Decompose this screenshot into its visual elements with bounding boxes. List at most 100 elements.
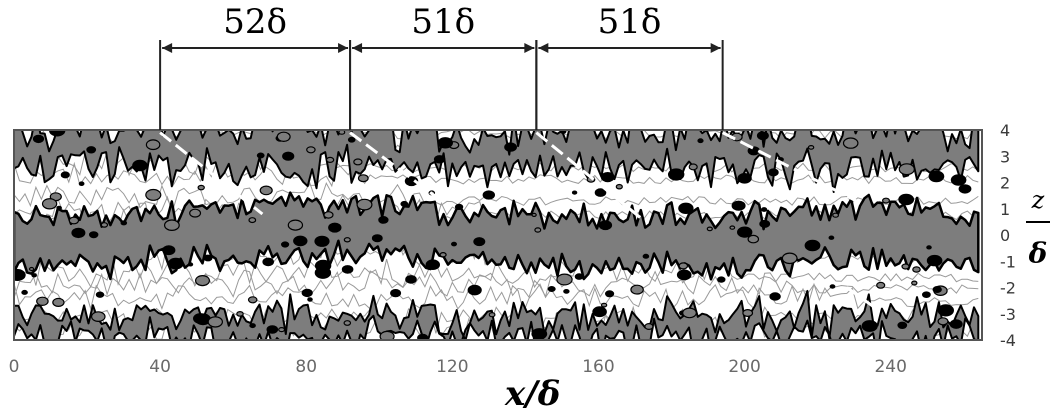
contour-blob [437,137,453,149]
x-tick-label: 120 [436,357,468,377]
negative-streak-bottom [14,289,980,340]
contour-blob [958,184,972,194]
contour-blob [52,297,65,307]
contour-blob [433,155,446,164]
contour-blob [534,227,542,233]
contour-blob [829,284,836,289]
contour-blob [341,265,354,274]
contour-blob [897,321,908,329]
contour-blob [729,225,736,230]
contour-blob [187,262,194,267]
z-tick-label: 2 [1000,174,1010,193]
contour-blob [769,292,781,301]
contour-blob [807,144,815,150]
z-label-numerator: z [1031,186,1045,214]
contour-blob [132,159,148,172]
contour-blob [256,152,265,159]
contour-blob [95,291,105,298]
contour-blob [88,231,99,239]
z-tick-label: -3 [1000,305,1016,324]
contour-blob [356,198,373,211]
contour-blob [630,284,644,295]
contour-blob [293,235,308,247]
contour-blob [100,222,109,228]
x-tick-label: 40 [149,357,171,377]
contour-blob [41,198,58,210]
contour-blob [197,184,205,191]
contour-blob [937,317,949,326]
contour-blob [898,193,915,206]
contour-blob [592,306,607,318]
contour-blob [60,171,70,179]
contour-blob [504,142,518,152]
x-tick-label: 160 [582,357,614,377]
contour-blob [668,168,685,181]
contour-blob [571,190,578,195]
z-tick-label: -1 [1000,252,1016,271]
contour-blob [417,333,429,340]
contour-layer [14,130,980,340]
contour-blob [881,197,890,204]
contour-blob [162,245,176,256]
span-arrowhead-right [338,43,349,53]
contour-blob [404,176,419,187]
contour-blob [574,273,584,280]
contour-blob [594,188,607,197]
contour-blob [876,281,886,289]
contour-blob [531,328,548,340]
contour-blob [307,297,313,302]
contour-blob [467,284,482,296]
contour-blob [163,219,180,231]
contour-blob [36,296,49,306]
contour-blob [249,323,256,329]
span-arrowhead-left [352,43,363,53]
z-tick-label: -4 [1000,331,1016,350]
contour-blob [737,226,753,238]
x-axis-label-text: x/δ [504,374,560,414]
contour-blob [56,205,62,211]
contour-blob [390,289,402,298]
contour-blob [91,311,106,323]
contour-blob [31,273,37,278]
z-tick-label: 1 [1000,200,1010,219]
plot-frame [13,129,983,341]
contour-blob [353,158,363,166]
contour-blob [203,254,213,262]
contour-blob [488,312,496,318]
contour-blob [281,241,290,248]
contour-blob [145,139,161,151]
contour-blob [563,289,570,294]
span-arrowhead-right [524,43,535,53]
contour-blob [598,220,613,231]
contour-blob [306,146,316,154]
negative-streak-center [14,191,980,281]
z-tick-labels: 4 3 2 1 0 -1 -2 -3 -4 [1000,121,1016,350]
contour-blob [323,211,334,219]
contour-blob [682,307,697,319]
x-tick-label: 0 [9,357,20,377]
streak-inclination-marker [535,131,644,221]
contour-blob [32,134,45,144]
contour-blob [828,235,835,240]
contour-blob [400,200,409,207]
contour-blob [236,311,244,317]
streak-inclination-marker [845,286,877,310]
contour-blob [282,151,295,161]
z-tick-label: -2 [1000,279,1016,298]
contour-blob [697,138,704,144]
contour-blob [804,239,821,252]
contour-blob [706,226,713,232]
contour-blob [473,237,486,247]
contour-blob [193,313,208,324]
contour-blob [145,188,162,201]
contour-blob [676,269,692,281]
contour-blob [454,203,464,210]
contour-blob [642,253,650,259]
contour-blob [71,227,86,239]
contour-blob [207,316,223,328]
span-label: 51δ [598,2,662,42]
span-label: 51δ [411,2,475,42]
contour-blob [451,241,458,247]
contour-blob [717,276,726,283]
